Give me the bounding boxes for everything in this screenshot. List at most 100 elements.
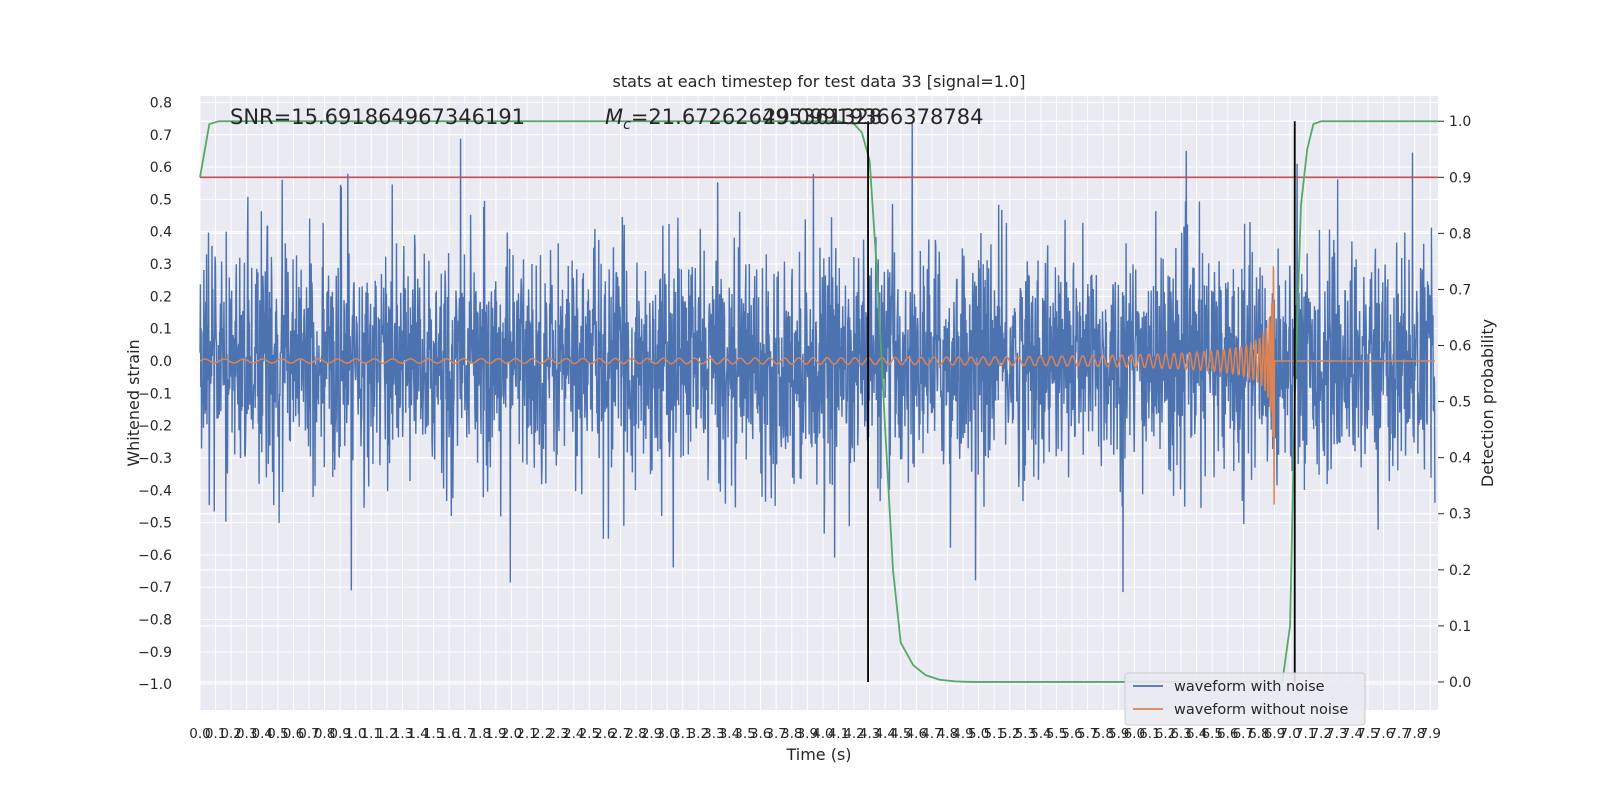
y2-tick-label: 0.4 [1449, 451, 1471, 467]
x-tick-label: 5.8 [1092, 726, 1113, 742]
y-tick-label: −0.6 [138, 548, 172, 564]
x-tick-label: 5.4 [1030, 726, 1051, 742]
detection-probability-line [199, 120, 1438, 683]
y2-tick-label: 0.5 [1449, 395, 1471, 411]
x-tick-label: 2.2 [532, 726, 553, 742]
x-tick-label: 7.4 [1342, 726, 1363, 742]
x-tick-label: 1.3 [392, 726, 413, 742]
x-tick-label: 1.6 [438, 726, 459, 742]
y-tick-label: −0.7 [138, 580, 172, 596]
x-tick-label: 3.9 [797, 726, 818, 742]
x-tick-label: 6.9 [1264, 726, 1285, 742]
x-tick-label: 2.8 [625, 726, 646, 742]
series-waveform-without-noise [199, 266, 1435, 505]
x-tick-label: 0.5 [267, 726, 288, 742]
x-tick-label: 5.5 [1046, 726, 1067, 742]
x-tick-label: 5.7 [1077, 726, 1098, 742]
x-tick-label: 6.5 [1201, 726, 1222, 742]
legend-label-waveform-without-noise: waveform without noise [1174, 702, 1348, 718]
x-tick-label: 7.9 [1419, 726, 1440, 742]
y2-tick-label: 0.7 [1449, 282, 1471, 298]
y-tick-label: −0.9 [138, 645, 172, 661]
y-tick-label: −1.0 [138, 677, 172, 693]
x-tick-label: 3.5 [734, 726, 755, 742]
y-tick-label: 0.5 [150, 192, 172, 208]
x-tick-label: 1.0 [345, 726, 366, 742]
x-tick-label: 7.3 [1326, 726, 1347, 742]
y2-tick-label: 1.0 [1449, 114, 1471, 130]
x-tick-label: 6.0 [1124, 726, 1145, 742]
tick-labels: 0.00.10.20.30.40.50.60.70.80.91.01.11.21… [138, 95, 1471, 742]
x-tick-label: 0.8 [314, 726, 335, 742]
y2-tick-label: 0.2 [1449, 563, 1471, 579]
x-tick-label: 0.2 [220, 726, 241, 742]
y2-tick-label: 0.6 [1449, 339, 1471, 355]
x-tick-label: 2.3 [547, 726, 568, 742]
x-tick-label: 1.1 [361, 726, 382, 742]
y-tick-label: 0.2 [150, 289, 172, 305]
x-tick-label: 4.8 [937, 726, 958, 742]
x-tick-label: 3.8 [781, 726, 802, 742]
annotation-overlap: 29.09919366378784 [763, 105, 983, 129]
y-tick-label: −0.8 [138, 613, 172, 629]
x-tick-label: 6.6 [1217, 726, 1238, 742]
y-tick-label: −0.4 [138, 483, 172, 499]
x-tick-label: 7.2 [1310, 726, 1331, 742]
x-tick-label: 0.4 [252, 726, 273, 742]
x-tick-label: 3.1 [672, 726, 693, 742]
x-tick-label: 4.4 [874, 726, 895, 742]
mc-subscript: c [623, 117, 631, 133]
y2-tick-label: 0.8 [1449, 226, 1471, 242]
x-tick-label: 7.6 [1373, 726, 1394, 742]
x-tick-label: 0.7 [298, 726, 319, 742]
y-tick-label: −0.3 [138, 451, 172, 467]
x-tick-label: 3.4 [719, 726, 740, 742]
x-tick-label: 7.5 [1357, 726, 1378, 742]
x-tick-label: 1.7 [454, 726, 475, 742]
x-tick-label: 4.2 [843, 726, 864, 742]
x-tick-label: 4.6 [906, 726, 927, 742]
x-tick-label: 3.6 [750, 726, 771, 742]
x-tick-label: 4.9 [952, 726, 973, 742]
x-tick-label: 2.1 [516, 726, 537, 742]
y2-tick-label: 0.9 [1449, 170, 1471, 186]
annotation-chirp-mass: Mc=21.672626495361328 [605, 105, 882, 133]
x-tick-label: 7.7 [1388, 726, 1409, 742]
x-tick-label: 6.8 [1248, 726, 1269, 742]
x-tick-label: 6.2 [1155, 726, 1176, 742]
x-tick-label: 2.9 [641, 726, 662, 742]
y-tick-label: 0.4 [150, 225, 172, 241]
x-tick-label: 4.7 [921, 726, 942, 742]
x-tick-label: 6.1 [1139, 726, 1160, 742]
x-tick-label: 1.5 [423, 726, 444, 742]
x-tick-label: 5.2 [999, 726, 1020, 742]
x-tick-label: 7.8 [1404, 726, 1425, 742]
legend: waveform with noise waveform without noi… [1124, 672, 1366, 726]
y2-tick-label: 0.3 [1449, 507, 1471, 523]
y-tick-label: 0.6 [150, 160, 172, 176]
x-tick-label: 4.5 [890, 726, 911, 742]
noisy-waveform-line [199, 121, 1436, 593]
series-waveform-with-noise [199, 121, 1436, 593]
x-tick-label: 3.3 [703, 726, 724, 742]
x-tick-label: 5.0 [968, 726, 989, 742]
overlays [199, 120, 1438, 683]
x-tick-label: 1.9 [485, 726, 506, 742]
y-tick-label: 0.8 [150, 95, 172, 111]
y-tick-label: −0.5 [138, 516, 172, 532]
clean-waveform-line [199, 266, 1435, 505]
y-tick-label: −0.2 [138, 419, 172, 435]
x-tick-label: 2.7 [610, 726, 631, 742]
mc-symbol: M [605, 105, 623, 129]
x-tick-label: 7.0 [1279, 726, 1300, 742]
mc-value: =21.672626495361328 [631, 105, 882, 129]
y-tick-label: 0.1 [150, 322, 172, 338]
legend-label-waveform-with-noise: waveform with noise [1174, 679, 1325, 695]
x-tick-label: 3.0 [656, 726, 677, 742]
x-axis-label: Time (s) [785, 745, 851, 764]
x-tick-label: 2.4 [563, 726, 584, 742]
x-tick-label: 0.3 [236, 726, 257, 742]
y2-tick-label: 0.1 [1449, 619, 1471, 635]
x-tick-label: 3.7 [765, 726, 786, 742]
